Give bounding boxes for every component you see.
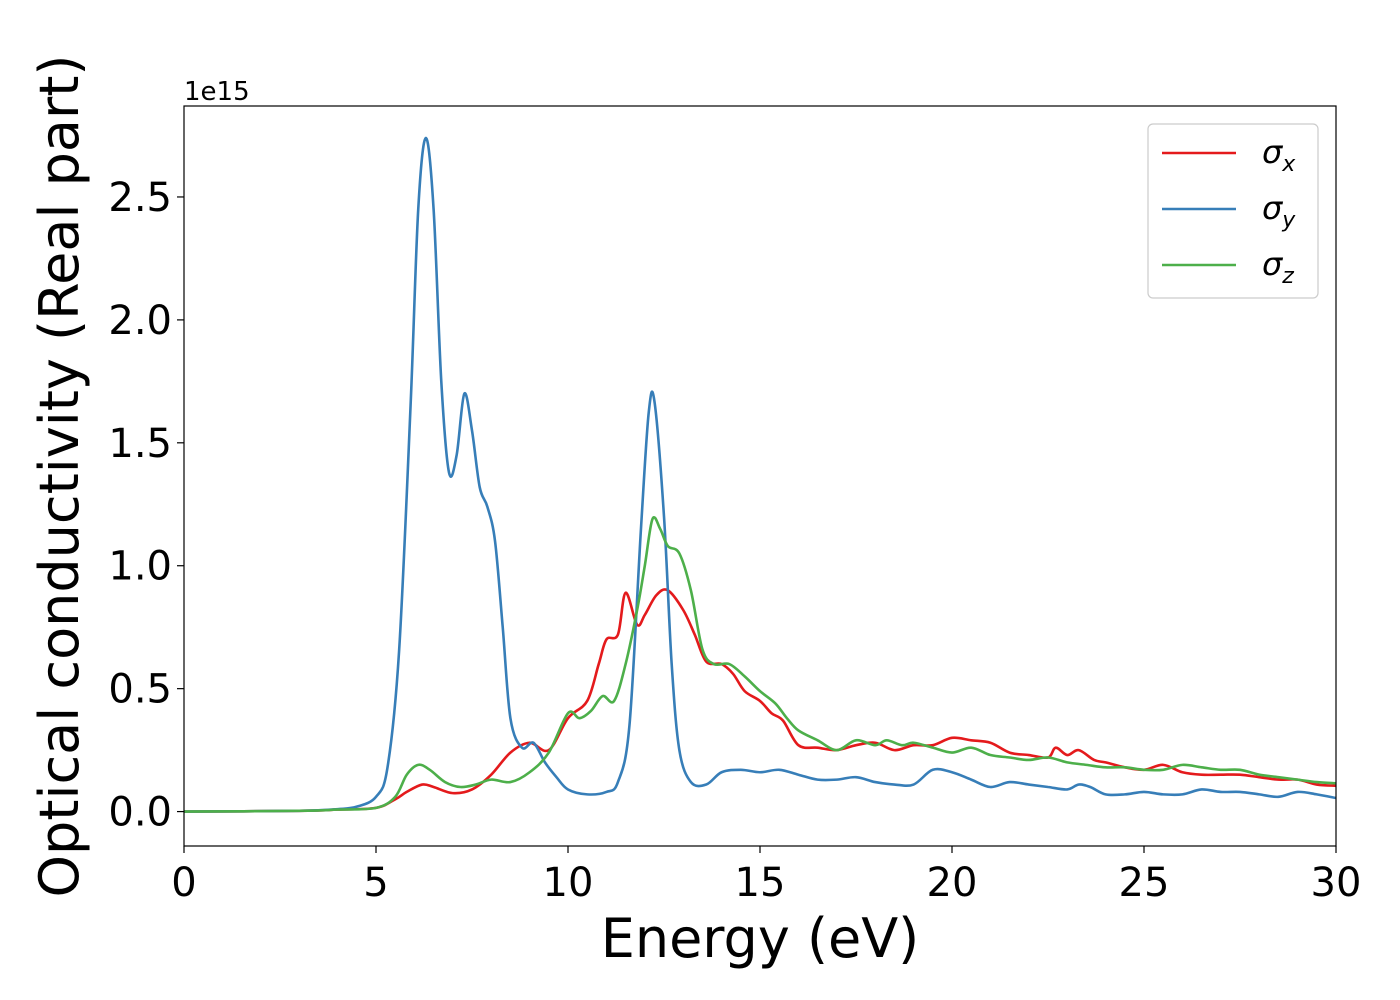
legend-symbol: σ [1262, 189, 1284, 227]
y-tick-label: 1.5 [108, 421, 172, 467]
legend-box [1147, 123, 1319, 299]
x-axis: 0 5 10 15 20 25 30 [171, 846, 1361, 906]
legend-label-y: σy [1262, 189, 1296, 233]
x-tick-label: 20 [927, 860, 978, 906]
y-tick-label: 0.5 [108, 667, 172, 713]
y-tick-label: 2.5 [108, 175, 172, 221]
series-layer [184, 136, 1336, 813]
legend-label-x: σx [1262, 133, 1296, 177]
y-tick-label: 1.0 [108, 544, 172, 590]
x-tick-label: 30 [1311, 860, 1362, 906]
series-line-y [184, 136, 1336, 813]
y-tick-label: 2.0 [108, 298, 172, 344]
y-axis-title: Optical conductivity (Real part) [28, 55, 91, 898]
legend-subscript: y [1281, 208, 1296, 233]
legend-symbol: σ [1262, 133, 1284, 171]
series-line-x [184, 588, 1336, 813]
y-tick-label: 0.0 [108, 790, 172, 836]
x-tick-label: 5 [363, 860, 388, 906]
legend-subscript: x [1281, 152, 1296, 177]
y-offset-label: 1e15 [184, 77, 250, 107]
legend-symbol: σ [1262, 245, 1284, 283]
x-tick-label: 10 [543, 860, 594, 906]
y-axis: 0.0 0.5 1.0 1.5 2.0 2.5 [108, 175, 184, 836]
x-axis-title: Energy (eV) [601, 907, 920, 970]
legend-subscript: z [1281, 264, 1294, 289]
x-tick-label: 0 [171, 860, 196, 906]
x-tick-label: 15 [735, 860, 786, 906]
legend-label-z: σz [1262, 245, 1294, 289]
x-tick-label: 25 [1119, 860, 1170, 906]
series-line-z [184, 516, 1336, 813]
